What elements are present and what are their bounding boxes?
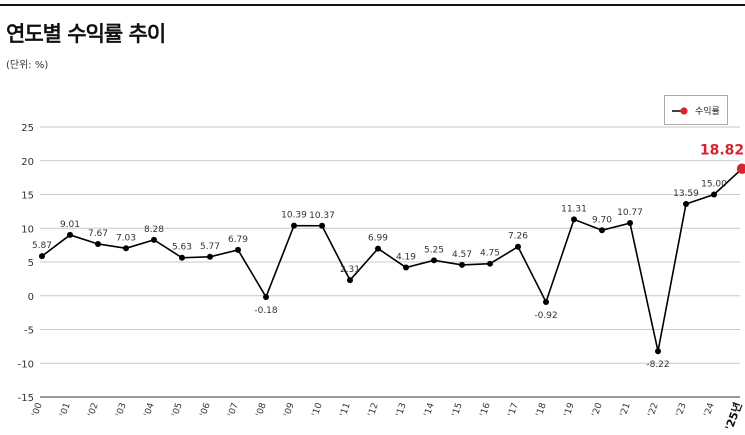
data-point [123,245,129,252]
top-rule [0,4,745,6]
data-point [95,240,101,247]
y-tick-label: -5 [24,326,34,337]
legend-label: 수익률 [695,107,720,117]
y-tick-label: 10 [21,224,34,235]
data-label: 10.39 [281,211,307,221]
y-tick-label: 5 [28,258,34,269]
x-tick-label: '22 [647,402,661,419]
x-tick-label: '07 [227,402,241,419]
data-point [736,163,745,174]
data-label: 10.37 [309,211,335,221]
data-label: 7.03 [116,233,136,243]
data-point [291,222,297,229]
data-point [179,254,185,261]
data-point [571,216,577,223]
data-point [263,293,269,300]
data-point [151,236,157,243]
data-label: -0.18 [254,306,278,316]
x-tick-label: '24 [703,401,717,418]
x-tick-label: '25년 [722,400,745,432]
x-tick-label: '17 [507,402,521,419]
data-label: 5.25 [424,245,444,255]
data-label: 6.99 [368,234,388,244]
data-point [235,246,241,253]
legend: 수익률 [664,95,728,125]
data-label: 5.63 [172,243,192,253]
x-tick-label: '20 [591,401,605,418]
data-point [39,253,45,260]
data-label: 7.67 [88,229,108,239]
data-label: 9.70 [592,215,612,225]
data-label: 4.75 [480,249,500,259]
x-tick-label: '05 [171,402,185,419]
x-tick-label: '14 [423,401,437,418]
y-tick-label: -10 [18,359,34,370]
data-point [207,253,213,260]
data-point [459,261,465,268]
data-label: 18.82 [700,143,744,159]
x-tick-label: '13 [395,402,409,419]
data-label: 11.31 [561,204,587,214]
x-tick-label: '12 [367,402,381,419]
data-label: 8.28 [144,225,164,235]
data-point [403,264,409,271]
data-point [375,245,381,252]
chart-title: 연도별 수익률 추이 [6,22,166,46]
data-point [67,231,73,238]
data-point [515,243,521,250]
x-tick-label: '23 [675,402,689,419]
data-label: 5.77 [200,242,220,252]
unit-label: (단위: %) [6,60,49,71]
x-tick-label: '15 [451,402,465,419]
x-tick-label: '04 [143,401,157,418]
data-point [431,257,437,264]
data-label: -0.92 [534,311,557,321]
data-point [347,277,353,284]
y-tick-label: -15 [18,393,34,404]
legend-marker [672,107,688,115]
y-tick-label: 20 [21,157,34,168]
y-tick-label: 0 [28,292,34,303]
x-tick-label: '10 [311,401,325,418]
x-tick-label: '21 [619,402,633,419]
data-label: 4.57 [452,250,472,260]
x-tick-label: '09 [283,401,297,418]
x-tick-label: '06 [199,401,213,418]
data-label: -8.22 [646,360,669,370]
data-point [487,260,493,267]
data-point [627,220,633,227]
data-label: 2.31 [340,265,360,275]
data-point [655,348,661,355]
data-point [683,201,689,208]
data-point [599,227,605,234]
x-tick-label: '03 [115,402,129,419]
series-line [41,168,743,352]
x-tick-label: '19 [563,401,577,418]
data-label: 13.59 [673,189,699,199]
data-point [319,222,325,229]
data-label: 15.00 [701,180,727,190]
y-tick-label: 15 [21,191,34,202]
data-point [711,191,717,198]
data-label: 5.87 [32,241,52,251]
x-tick-label: '02 [87,402,101,419]
x-tick-label: '16 [479,401,493,418]
x-tick-label: '00 [31,401,45,418]
x-tick-label: '18 [535,401,549,418]
data-point [543,298,549,305]
x-tick-label: '08 [255,401,269,418]
data-label: 4.19 [396,252,416,262]
y-tick-label: 25 [21,123,34,134]
data-label: 7.26 [508,232,528,242]
x-tick-label: '01 [59,402,73,419]
data-label: 10.77 [617,208,643,218]
data-label: 9.01 [60,220,80,230]
data-label: 6.79 [228,235,248,245]
x-tick-label: '11 [339,402,353,419]
